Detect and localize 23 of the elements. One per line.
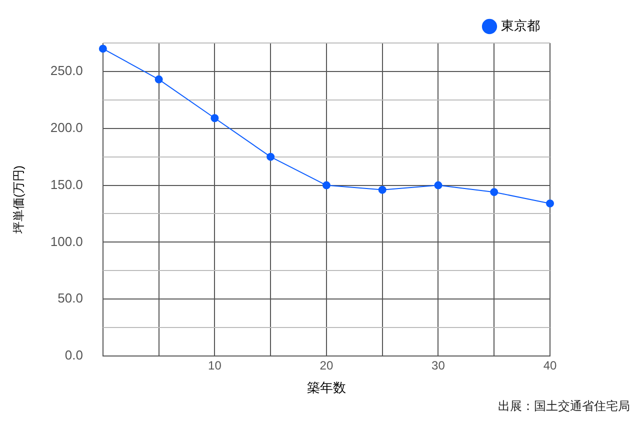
point <box>546 199 554 208</box>
y-tick-label: 250.0 <box>50 63 83 78</box>
x-tick-label: 30 <box>432 358 446 373</box>
y-tick-label: 200.0 <box>50 120 83 135</box>
point <box>490 188 498 196</box>
x-tick-label: 40 <box>543 358 557 373</box>
point <box>378 186 386 194</box>
text: 出展：国土交通省住宅局 <box>498 398 630 415</box>
x-tick-label: 20 <box>320 358 334 373</box>
point <box>434 181 442 190</box>
x-tick-label: 10 <box>208 358 222 373</box>
point <box>266 152 275 161</box>
y-tick-label: 0.0 <box>64 348 83 363</box>
y-tick-label: 150.0 <box>50 176 83 192</box>
point <box>322 181 330 190</box>
legend-label: 東京都 <box>501 18 540 34</box>
y-tick-label: 100.0 <box>50 234 83 249</box>
point <box>154 75 163 84</box>
point <box>98 44 107 53</box>
point <box>210 114 219 122</box>
y-tick-label: 50.0 <box>58 290 83 306</box>
x-axis-title: 築年数 <box>306 380 346 395</box>
y-axis-title: 坪単価(万円) <box>12 166 26 234</box>
